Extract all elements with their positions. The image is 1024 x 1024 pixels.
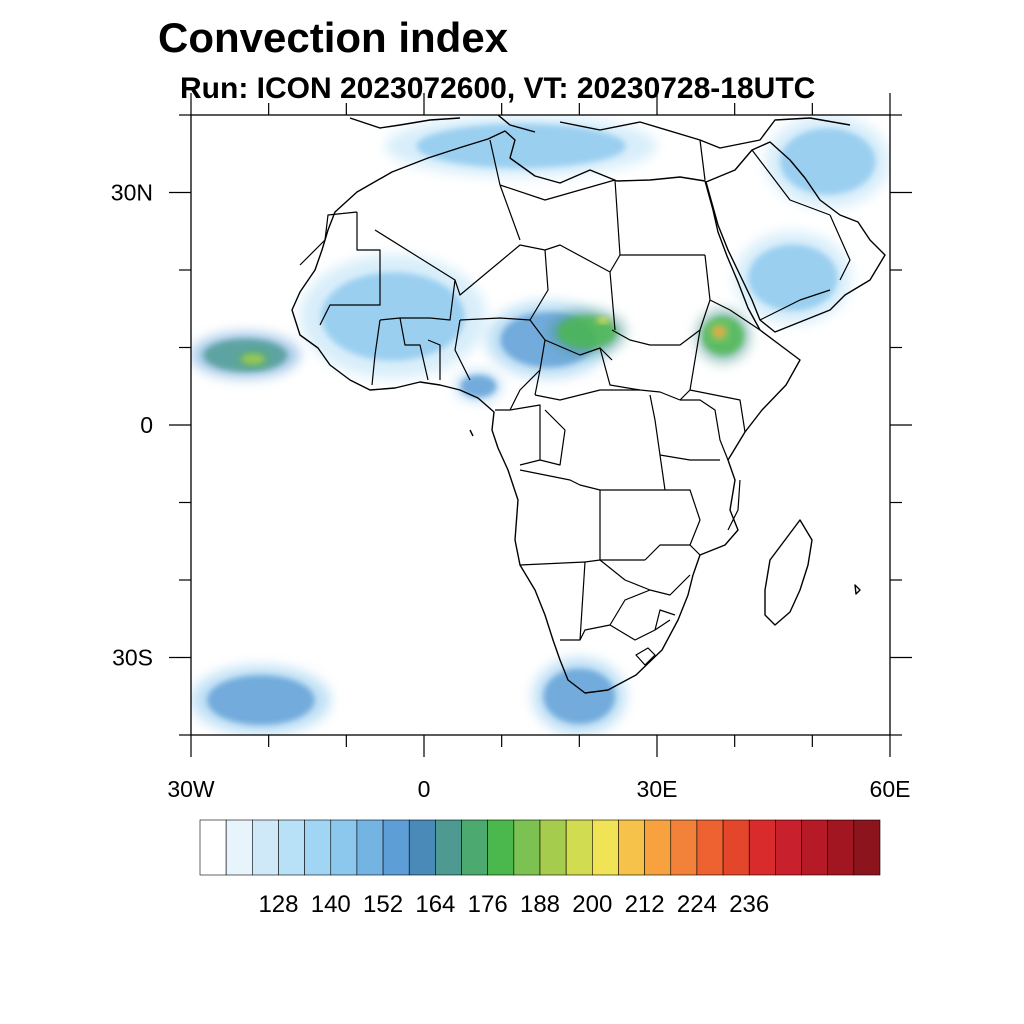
colorbar-swatch <box>539 819 567 876</box>
colorbar-label: 236 <box>729 891 769 918</box>
colorbar-swatch <box>461 819 488 876</box>
x-tick-label: 30E <box>637 776 678 802</box>
convection-core-cameroon-coast <box>460 375 497 398</box>
colorbar-swatch <box>252 819 279 876</box>
colorbar-swatch <box>408 819 436 876</box>
convection-field <box>191 115 890 735</box>
convection-core-atlantic-core <box>241 353 266 365</box>
y-tick-label: 30S <box>112 645 153 671</box>
arabia-coastline <box>705 141 886 333</box>
colorbar-swatch <box>801 819 828 876</box>
chart-title: Convection index <box>158 14 509 61</box>
coastlines-and-borders <box>291 115 886 694</box>
colorbar-swatch <box>827 819 855 876</box>
convection-core-turkey-iran <box>780 128 876 195</box>
axis-tick-labels: 30W 0 30E 60E 30N 0 30S <box>111 180 911 803</box>
colorbar-swatch <box>356 819 384 876</box>
x-tick-label: 0 <box>418 776 431 802</box>
europe-coastline <box>349 115 851 149</box>
colorbar-swatch <box>565 819 593 876</box>
colorbar <box>199 819 881 876</box>
x-tick-label: 60E <box>870 776 911 802</box>
colorbar-swatch <box>748 819 776 876</box>
convection-core-cape-front <box>543 668 616 724</box>
colorbar-labels: 128 140 152 164 176 188 200 212 224 236 <box>258 891 769 918</box>
colorbar-label: 200 <box>572 891 612 918</box>
convection-core-sahel-west <box>321 272 465 361</box>
colorbar-swatch <box>775 819 802 876</box>
colorbar-swatch <box>225 819 253 876</box>
madagascar-coastline <box>764 519 813 626</box>
colorbar-swatch <box>722 819 750 876</box>
colorbar-swatch <box>330 819 358 876</box>
colorbar-label: 140 <box>311 891 351 918</box>
colorbar-label: 212 <box>625 891 665 918</box>
colorbar-swatch <box>853 819 881 876</box>
x-tick-label: 30W <box>167 776 215 802</box>
y-tick-label: 0 <box>140 412 153 438</box>
colorbar-label: 164 <box>415 891 455 918</box>
colorbar-label: 152 <box>363 891 403 918</box>
convection-core-sudan-core <box>596 317 609 324</box>
convection-core-mediterranean-north <box>416 123 626 169</box>
colorbar-swatch <box>513 819 541 876</box>
convection-core-arabia-yemen <box>748 244 838 311</box>
y-tick-label: 30N <box>111 180 153 206</box>
colorbar-swatch <box>670 819 698 876</box>
colorbar-swatch <box>644 819 672 876</box>
africa-coastline <box>291 130 801 694</box>
convection-core-ethiopia-core <box>713 326 726 338</box>
colorbar-label: 128 <box>258 891 298 918</box>
colorbar-label: 188 <box>520 891 560 918</box>
convection-core-south-atlantic-front <box>207 675 315 726</box>
chart-subtitle: Run: ICON 2023072600, VT: 20230728-18UTC <box>180 72 816 105</box>
colorbar-swatch <box>618 819 645 876</box>
axis-ticks <box>169 93 912 757</box>
colorbar-label: 224 <box>677 891 717 918</box>
colorbar-swatch <box>592 819 619 876</box>
colorbar-swatch <box>278 819 305 876</box>
colorbar-swatch <box>199 819 227 876</box>
colorbar-label: 176 <box>468 891 508 918</box>
colorbar-swatch <box>487 819 515 876</box>
colorbar-swatch <box>382 819 410 876</box>
colorbar-swatch <box>435 819 462 876</box>
country-borders <box>299 139 851 666</box>
colorbar-swatch <box>696 819 724 876</box>
colorbar-swatch <box>304 819 332 876</box>
